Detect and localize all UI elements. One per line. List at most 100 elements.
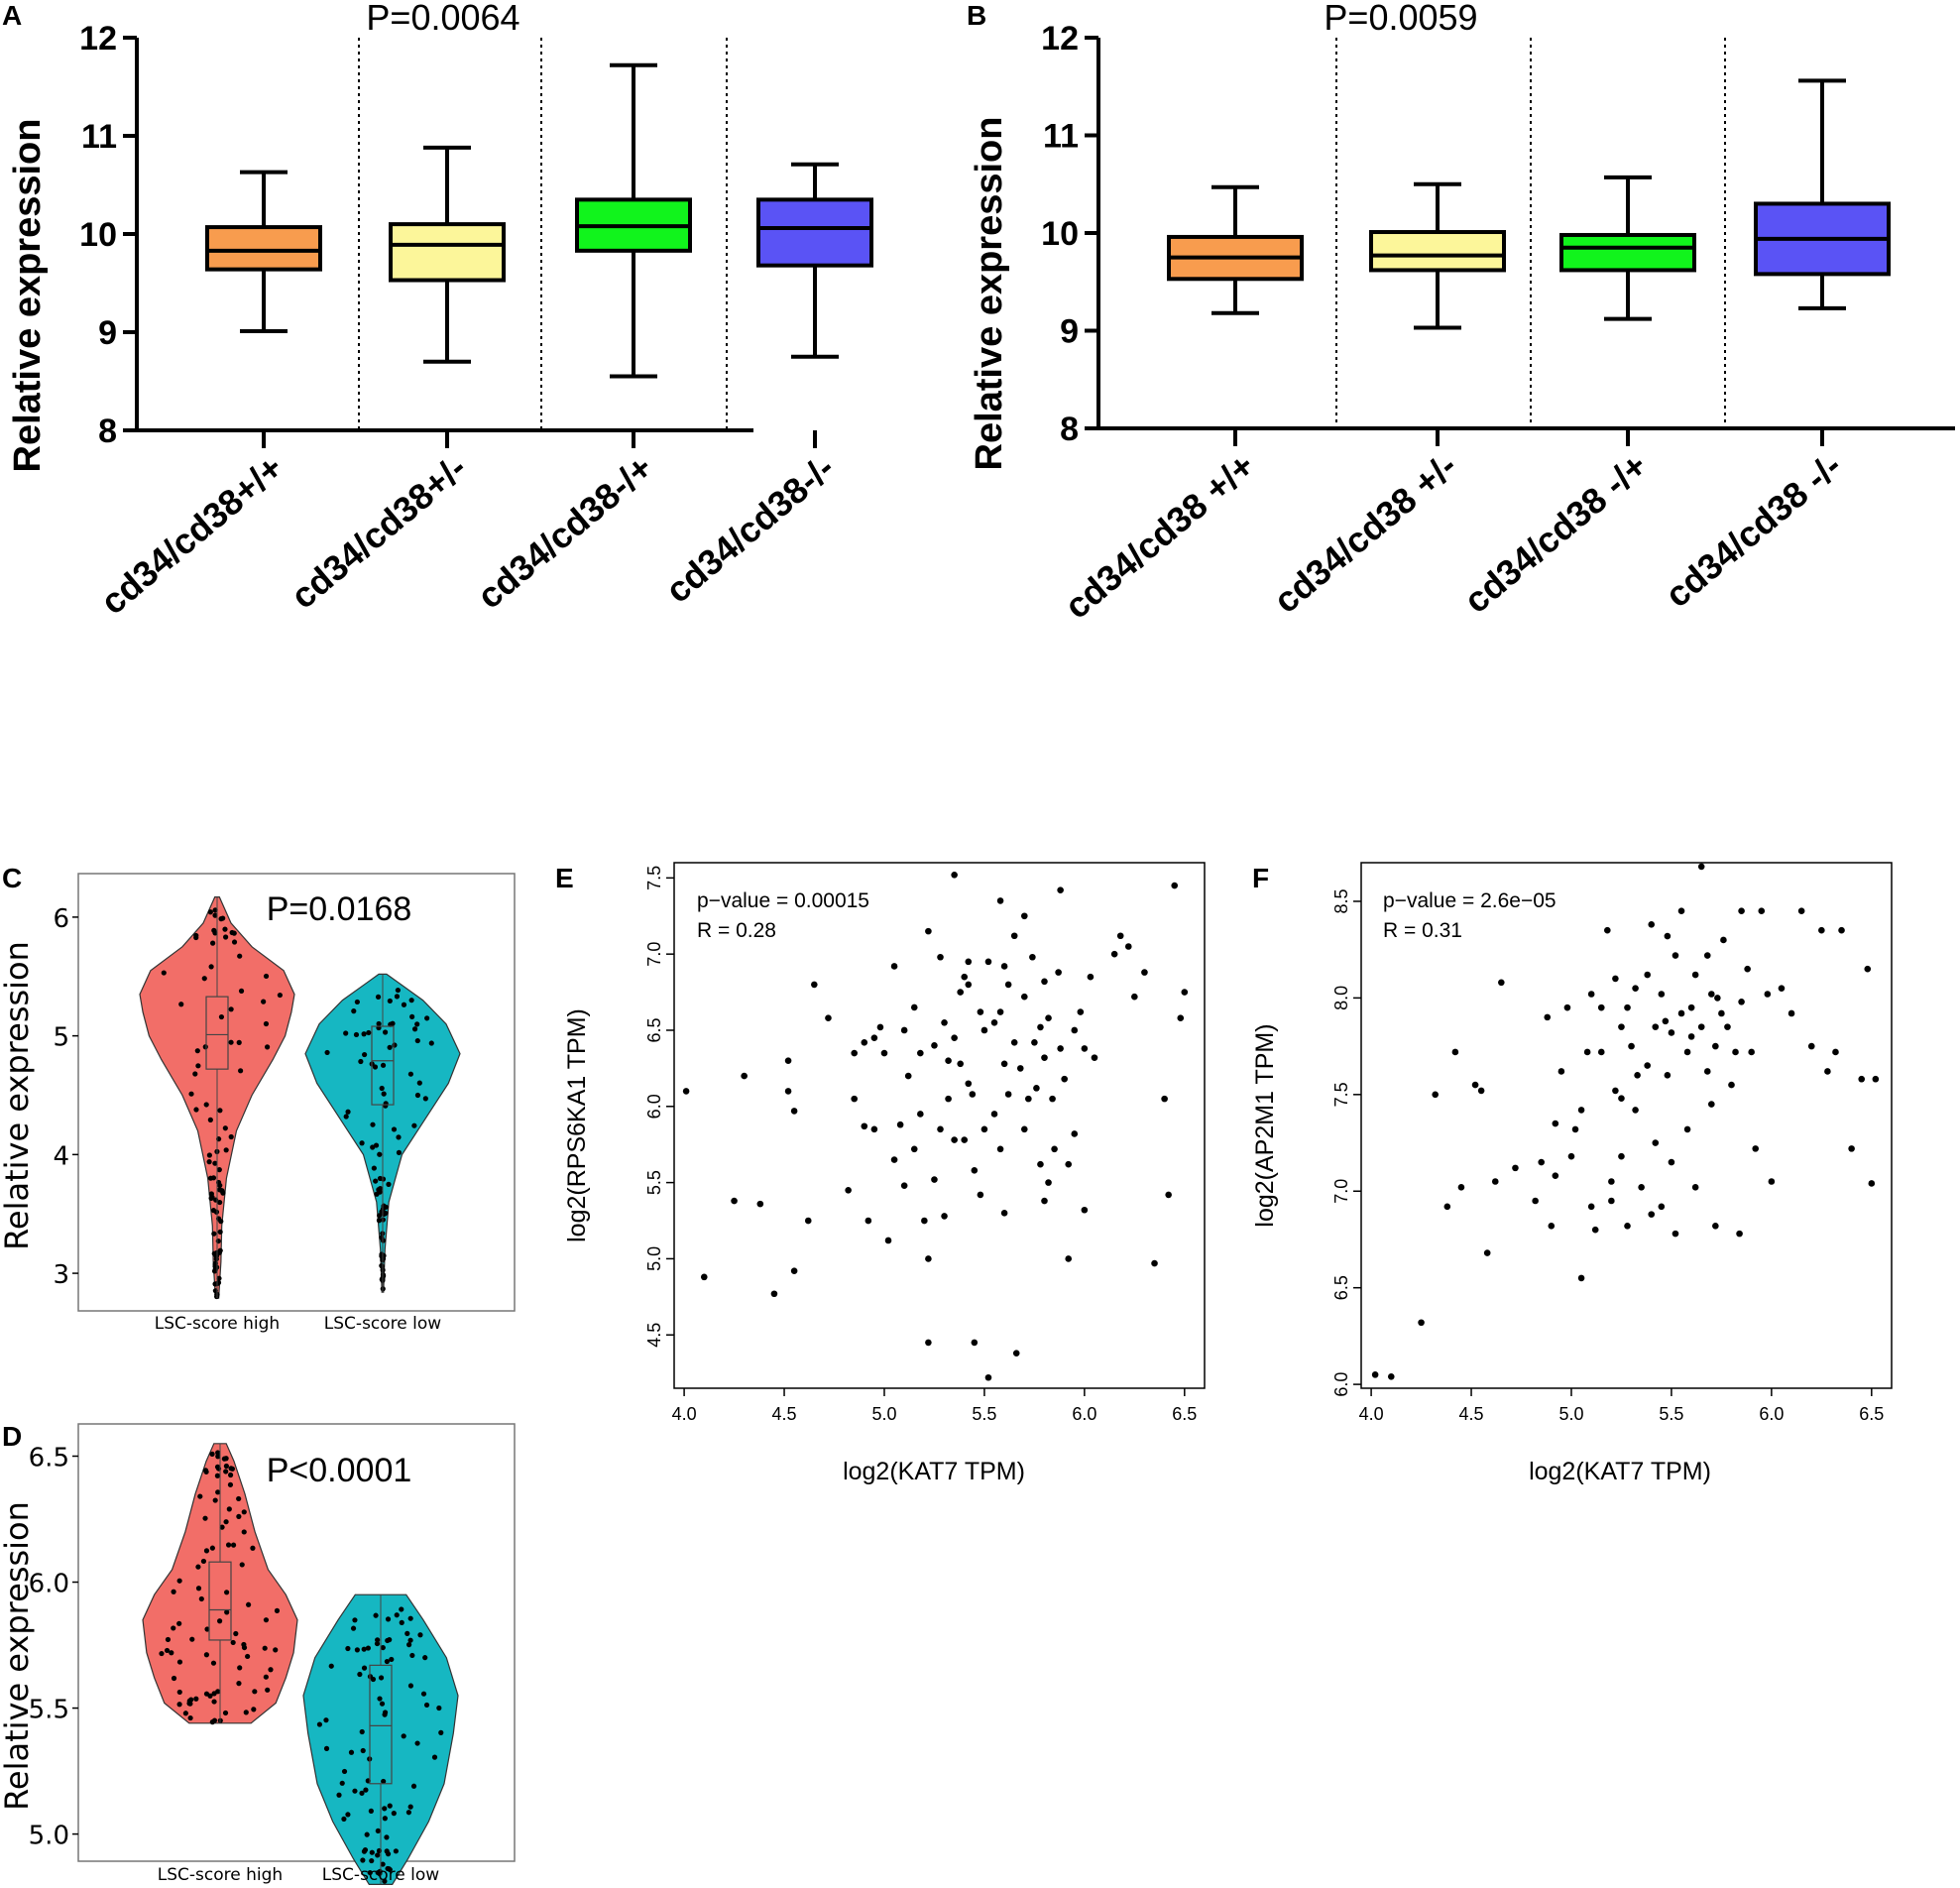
data-point: [383, 1103, 389, 1109]
data-point: [316, 1721, 323, 1727]
data-point: [209, 1545, 215, 1551]
data-point: [1021, 993, 1028, 1001]
data-point: [352, 1788, 358, 1794]
y-tick-label: 7.0: [644, 942, 664, 967]
data-point: [1758, 907, 1766, 915]
data-point: [1677, 907, 1685, 915]
data-point: [925, 1339, 932, 1347]
data-point: [399, 1619, 404, 1625]
data-point: [1010, 932, 1018, 940]
data-point: [1041, 978, 1048, 986]
data-point: [350, 1625, 357, 1631]
data-point: [193, 1107, 199, 1113]
y-tick-label: 3: [53, 1260, 69, 1290]
plot-frame-c: [77, 873, 516, 1312]
data-point: [1691, 1184, 1699, 1191]
y-tick-label: 12: [79, 20, 117, 58]
data-point: [1057, 1045, 1064, 1052]
data-point: [195, 1063, 201, 1069]
data-point: [925, 927, 932, 935]
data-point: [228, 1039, 234, 1045]
data-point: [1818, 926, 1825, 934]
p-value-b: P=0.0059: [1324, 0, 1477, 38]
data-point: [207, 909, 213, 915]
x-tick-label: 6.5: [1172, 1404, 1197, 1424]
data-point: [223, 1469, 229, 1475]
data-point: [1732, 1048, 1739, 1056]
annotation-pvalue-e: p−value = 0.00015: [697, 889, 869, 912]
data-point: [345, 1645, 351, 1652]
panel-label-b: B: [967, 0, 986, 31]
data-point: [945, 1095, 952, 1103]
data-point: [202, 1515, 208, 1521]
data-point: [212, 1261, 218, 1267]
data-point: [965, 981, 973, 989]
data-point: [361, 1665, 368, 1671]
box: [205, 225, 322, 272]
data-point: [1858, 1075, 1866, 1083]
data-point: [214, 1464, 221, 1470]
data-point: [216, 1275, 222, 1281]
data-point: [217, 1182, 223, 1189]
data-point: [1728, 1081, 1735, 1089]
data-point: [682, 1088, 690, 1095]
data-point: [1658, 1203, 1666, 1211]
data-point: [1033, 1085, 1040, 1092]
data-point: [416, 1080, 422, 1086]
data-point: [377, 1151, 383, 1157]
x-category-label: LSC-score high: [155, 1314, 280, 1334]
data-point: [210, 1660, 217, 1666]
data-point: [387, 998, 393, 1004]
data-point: [1041, 1197, 1048, 1205]
x-tick-label: 4.5: [772, 1404, 797, 1424]
data-point: [1697, 863, 1705, 871]
data-point: [401, 1733, 406, 1739]
data-point: [252, 1689, 258, 1695]
data-point: [211, 1691, 217, 1697]
data-point: [1832, 1048, 1839, 1056]
data-point: [187, 1714, 193, 1721]
data-point: [1587, 991, 1595, 998]
x-tick-label: cd34/cd38+/+: [93, 447, 291, 623]
data-point: [770, 1290, 778, 1298]
data-point: [193, 934, 199, 941]
x-tick-label: 5.0: [871, 1404, 896, 1424]
data-point: [1131, 993, 1138, 1001]
data-point: [227, 1472, 234, 1478]
data-point: [700, 1273, 708, 1281]
data-point: [407, 1804, 413, 1810]
data-point: [273, 1647, 279, 1653]
data-point: [1544, 1013, 1552, 1021]
data-point: [399, 1606, 404, 1612]
data-point: [1712, 1223, 1719, 1230]
data-point: [216, 1249, 222, 1255]
data-point: [353, 1031, 360, 1038]
data-point: [1683, 1125, 1691, 1133]
data-point: [198, 1595, 204, 1602]
data-point: [890, 963, 898, 970]
data-point: [161, 970, 167, 976]
data-point: [1687, 1033, 1695, 1040]
data-point: [1718, 1009, 1725, 1017]
data-point: [328, 1663, 334, 1669]
data-point: [1618, 1095, 1625, 1103]
data-point: [1652, 1139, 1660, 1146]
y-tick-label: 11: [81, 118, 117, 156]
data-point: [339, 1780, 345, 1786]
data-point: [1000, 1210, 1008, 1217]
data-point: [1049, 1095, 1056, 1103]
data-point: [870, 1034, 878, 1041]
data-point: [164, 1647, 171, 1654]
data-point: [228, 1133, 234, 1140]
data-point: [212, 1160, 218, 1166]
data-point: [1077, 1008, 1085, 1015]
data-point: [387, 1803, 393, 1809]
data-point: [945, 1057, 952, 1065]
data-point: [375, 1637, 381, 1643]
data-point: [1512, 1164, 1519, 1172]
data-point: [1752, 1145, 1760, 1152]
data-point: [202, 1044, 208, 1050]
data-point: [176, 1689, 182, 1696]
data-point: [171, 1589, 176, 1594]
data-point: [1738, 907, 1745, 915]
